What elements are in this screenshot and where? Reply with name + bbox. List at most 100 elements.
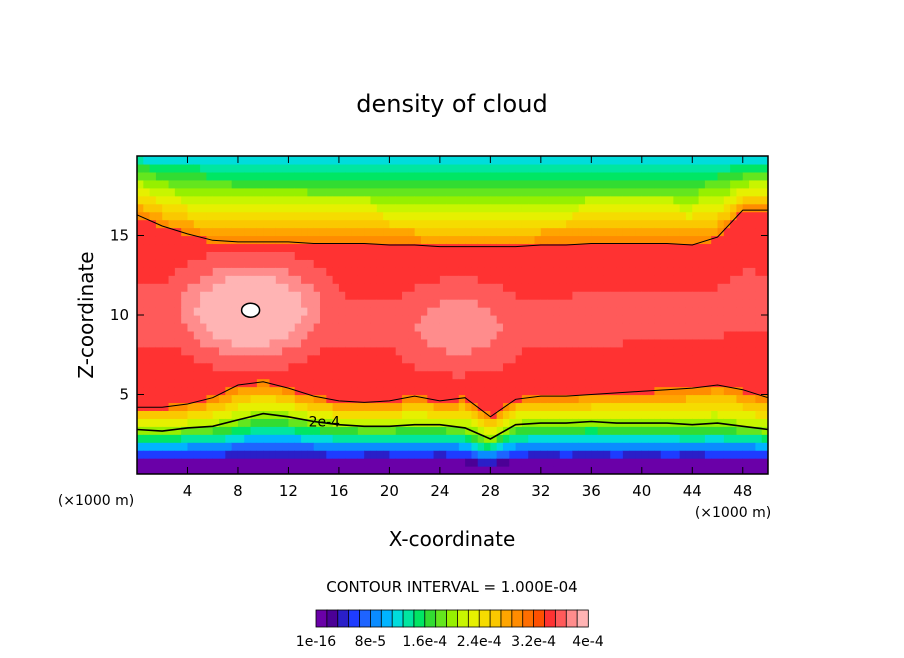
- field-cell: [193, 338, 201, 348]
- field-cell: [143, 418, 151, 427]
- field-cell: [477, 171, 485, 181]
- field-cell: [231, 179, 239, 189]
- field-cell: [585, 203, 592, 213]
- field-cell: [269, 426, 277, 435]
- field-cell: [370, 354, 378, 364]
- field-cell: [502, 450, 510, 459]
- field-cell: [338, 179, 346, 189]
- field-cell: [219, 267, 226, 276]
- field-cell: [502, 402, 510, 411]
- field-cell: [471, 156, 479, 165]
- field-cell: [439, 426, 447, 435]
- field-cell: [250, 291, 258, 300]
- field-cell: [496, 187, 504, 197]
- field-cell: [723, 346, 731, 356]
- field-cell: [155, 346, 163, 356]
- field-cell: [559, 179, 567, 189]
- field-cell: [761, 442, 768, 451]
- field-cell: [591, 211, 599, 221]
- field-cell: [502, 346, 510, 356]
- field-cell: [566, 330, 573, 340]
- field-cell: [187, 235, 195, 245]
- field-cell: [168, 163, 176, 173]
- field-cell: [427, 259, 435, 268]
- field-cell: [256, 203, 264, 213]
- field-cell: [338, 466, 346, 474]
- field-cell: [629, 322, 637, 332]
- field-cell: [679, 466, 687, 474]
- field-cell: [515, 386, 523, 396]
- field-cell: [698, 267, 706, 276]
- field-cell: [275, 338, 283, 348]
- field-cell: [237, 426, 245, 435]
- field-cell: [597, 330, 605, 340]
- field-cell: [395, 418, 403, 427]
- field-cell: [137, 442, 144, 451]
- field-cell: [149, 354, 157, 364]
- field-cell: [143, 259, 151, 268]
- field-cell: [181, 283, 189, 292]
- field-cell: [332, 346, 340, 356]
- field-cell: [591, 346, 599, 356]
- colorbar-swatch: [391, 609, 404, 628]
- field-cell: [326, 235, 334, 245]
- field-cell: [275, 442, 283, 451]
- field-cell: [376, 434, 384, 443]
- field-cell: [528, 267, 536, 276]
- field-cell: [490, 458, 498, 467]
- field-cell: [200, 346, 208, 356]
- field-cell: [307, 338, 315, 348]
- field-cell: [275, 434, 283, 443]
- field-cell: [402, 378, 409, 388]
- field-cell: [648, 259, 656, 268]
- field-cell: [585, 338, 592, 348]
- field-cell: [717, 283, 725, 292]
- field-cell: [723, 354, 731, 364]
- field-cell: [137, 299, 144, 308]
- field-cell: [458, 370, 466, 380]
- field-cell: [515, 315, 523, 324]
- field-cell: [490, 203, 498, 213]
- field-cell: [225, 267, 233, 276]
- field-cell: [414, 251, 422, 260]
- field-cell: [307, 307, 315, 316]
- field-cell: [427, 322, 435, 332]
- field-cell: [408, 434, 416, 443]
- field-cell: [345, 346, 353, 356]
- field-cell: [610, 378, 618, 388]
- field-cell: [585, 243, 592, 252]
- field-cell: [168, 219, 176, 229]
- field-cell: [578, 251, 586, 260]
- field-cell: [692, 203, 700, 213]
- field-cell: [319, 275, 327, 284]
- field-cell: [402, 275, 409, 284]
- field-cell: [181, 211, 189, 221]
- field-cell: [761, 156, 768, 165]
- field-cell: [698, 171, 706, 181]
- field-cell: [547, 315, 555, 324]
- field-cell: [301, 291, 308, 300]
- field-cell: [730, 211, 738, 221]
- field-cell: [603, 211, 611, 221]
- field-cell: [540, 203, 548, 213]
- field-cell: [635, 458, 643, 467]
- field-cell: [635, 243, 643, 252]
- field-cell: [566, 275, 573, 284]
- field-cell: [282, 235, 290, 245]
- field-cell: [585, 402, 592, 411]
- field-cell: [263, 402, 271, 411]
- field-cell: [439, 235, 447, 245]
- field-cell: [749, 426, 756, 435]
- field-cell: [294, 179, 302, 189]
- field-cell: [364, 338, 372, 348]
- field-cell: [269, 442, 277, 451]
- field-cell: [256, 370, 264, 380]
- field-cell: [433, 458, 441, 467]
- field-cell: [181, 354, 189, 364]
- field-cell: [585, 418, 592, 427]
- field-cell: [263, 227, 271, 237]
- field-cell: [471, 362, 479, 372]
- field-cell: [484, 283, 491, 292]
- field-cell: [351, 410, 359, 419]
- field-cell: [370, 195, 378, 205]
